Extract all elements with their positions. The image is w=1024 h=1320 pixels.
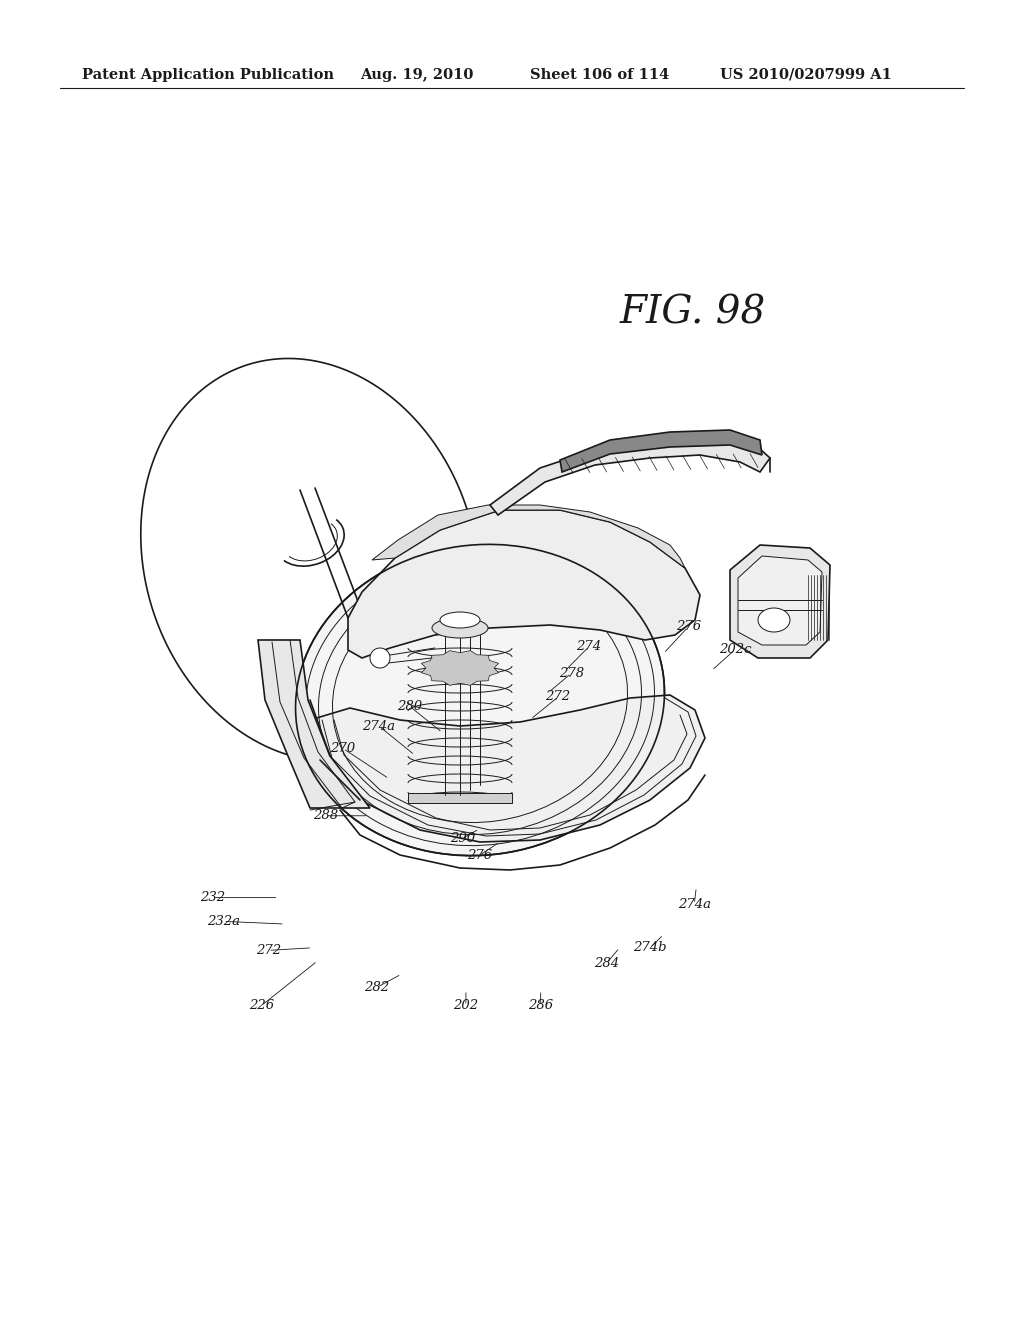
Text: 286: 286 xyxy=(528,999,553,1012)
Text: 274b: 274b xyxy=(634,941,667,954)
Text: 232: 232 xyxy=(201,891,225,904)
Text: 226: 226 xyxy=(249,999,273,1012)
Ellipse shape xyxy=(758,609,790,632)
Text: 202: 202 xyxy=(454,999,478,1012)
Text: 274a: 274a xyxy=(362,719,395,733)
Ellipse shape xyxy=(432,618,488,638)
Text: 288: 288 xyxy=(313,809,338,822)
Polygon shape xyxy=(490,436,770,515)
Ellipse shape xyxy=(296,544,665,855)
Text: Sheet 106 of 114: Sheet 106 of 114 xyxy=(530,69,670,82)
Polygon shape xyxy=(730,545,830,657)
Polygon shape xyxy=(258,640,370,808)
Text: Patent Application Publication: Patent Application Publication xyxy=(82,69,334,82)
Text: 290: 290 xyxy=(451,832,475,845)
Polygon shape xyxy=(310,696,705,842)
Polygon shape xyxy=(408,793,512,803)
Text: 274: 274 xyxy=(577,640,601,653)
Ellipse shape xyxy=(440,612,480,628)
Text: 276: 276 xyxy=(676,620,700,634)
Polygon shape xyxy=(560,430,762,473)
Text: 278: 278 xyxy=(559,667,584,680)
Circle shape xyxy=(370,648,390,668)
Text: 232a: 232a xyxy=(207,915,240,928)
Text: Aug. 19, 2010: Aug. 19, 2010 xyxy=(360,69,473,82)
Polygon shape xyxy=(738,556,822,645)
Text: 276: 276 xyxy=(467,849,492,862)
Polygon shape xyxy=(372,506,685,568)
Polygon shape xyxy=(348,510,700,657)
Text: FIG. 98: FIG. 98 xyxy=(620,294,766,333)
Text: 270: 270 xyxy=(331,742,355,755)
Text: 274a: 274a xyxy=(678,898,711,911)
Text: 284: 284 xyxy=(594,957,618,970)
Text: 272: 272 xyxy=(546,690,570,704)
Text: 202c: 202c xyxy=(719,643,752,656)
Text: 282: 282 xyxy=(365,981,389,994)
Text: US 2010/0207999 A1: US 2010/0207999 A1 xyxy=(720,69,892,82)
Polygon shape xyxy=(421,651,499,685)
Text: 272: 272 xyxy=(256,944,281,957)
Text: 280: 280 xyxy=(397,700,422,713)
